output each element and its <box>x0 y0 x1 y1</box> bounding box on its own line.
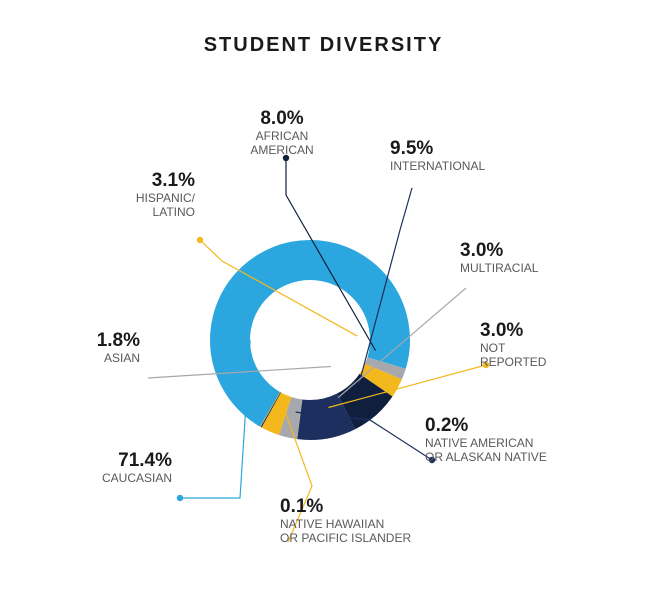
label-txt-hispanic: HISPANIC/ LATINO <box>136 192 195 220</box>
label-pct-caucasian: 71.4% <box>102 450 172 472</box>
label-hispanic: 3.1%HISPANIC/ LATINO <box>136 170 195 219</box>
label-pct-hispanic: 3.1% <box>136 170 195 192</box>
label-txt-caucasian: CAUCASIAN <box>102 472 172 486</box>
label-nativehawaiian: 0.1%NATIVE HAWAIIAN OR PACIFIC ISLANDER <box>280 496 411 545</box>
label-notreported: 3.0%NOT REPORTED <box>480 320 546 369</box>
leader-dot-hispanic <box>197 237 203 243</box>
label-pct-nativehawaiian: 0.1% <box>280 496 411 518</box>
label-multiracial: 3.0%MULTIRACIAL <box>460 240 538 276</box>
chart-container: STUDENT DIVERSITY 71.4%CAUCASIAN1.8%ASIA… <box>0 0 647 601</box>
label-txt-multiracial: MULTIRACIAL <box>460 262 538 276</box>
label-pct-notreported: 3.0% <box>480 320 546 342</box>
leader-dot-caucasian <box>177 495 183 501</box>
label-txt-nativehawaiian: NATIVE HAWAIIAN OR PACIFIC ISLANDER <box>280 518 411 546</box>
label-pct-african: 8.0% <box>222 108 342 130</box>
label-txt-asian: ASIAN <box>97 352 140 366</box>
label-txt-african: AFRICAN AMERICAN <box>222 130 342 158</box>
label-txt-notreported: NOT REPORTED <box>480 342 546 370</box>
label-pct-multiracial: 3.0% <box>460 240 538 262</box>
label-pct-asian: 1.8% <box>97 330 140 352</box>
label-txt-nativeamerican: NATIVE AMERICAN OR ALASKAN NATIVE <box>425 437 547 465</box>
label-pct-nativeamerican: 0.2% <box>425 415 547 437</box>
label-pct-international: 9.5% <box>390 138 485 160</box>
label-african: 8.0%AFRICAN AMERICAN <box>222 108 342 157</box>
label-caucasian: 71.4%CAUCASIAN <box>102 450 172 486</box>
label-international: 9.5%INTERNATIONAL <box>390 138 485 174</box>
label-txt-international: INTERNATIONAL <box>390 160 485 174</box>
label-asian: 1.8%ASIAN <box>97 330 140 366</box>
label-nativeamerican: 0.2%NATIVE AMERICAN OR ALASKAN NATIVE <box>425 415 547 464</box>
